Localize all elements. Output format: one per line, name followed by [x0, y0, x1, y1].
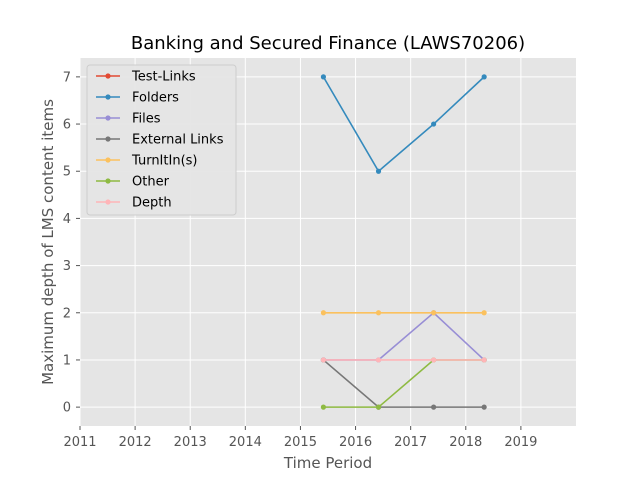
legend-label: External Links	[132, 133, 224, 148]
legend-item: Other	[96, 175, 170, 190]
x-axis-ticks: 2011 2012 2013 2014 2015 2016 2017 2018 2019	[63, 426, 537, 450]
y-tick-label: 7	[63, 70, 71, 85]
legend-item: Files	[96, 112, 161, 127]
x-tick-label: 2011	[63, 435, 96, 450]
series-layer	[320, 74, 487, 410]
y-tick-label: 5	[63, 165, 71, 180]
data-point	[431, 404, 437, 410]
data-point	[431, 310, 437, 316]
data-point	[481, 357, 487, 363]
legend-marker	[105, 73, 111, 79]
x-tick-label: 2015	[284, 435, 317, 450]
legend-label: Depth	[132, 196, 172, 211]
data-point	[320, 357, 327, 363]
legend-label: Test-Links	[131, 70, 196, 85]
y-tick-label: 3	[63, 259, 71, 274]
x-tick-label: 2016	[339, 435, 372, 450]
series-turnitin-s-	[320, 310, 487, 316]
data-point	[375, 310, 382, 316]
y-axis-ticks: 0 1 2 3 4 5 6 7	[63, 70, 80, 416]
x-tick-label: 2014	[229, 435, 262, 450]
x-tick-label: 2018	[449, 435, 482, 450]
legend-marker	[105, 115, 111, 121]
legend-marker	[105, 157, 111, 163]
legend-label: Folders	[132, 91, 179, 106]
legend-label: Files	[132, 112, 161, 127]
chart-title: Banking and Secured Finance (LAWS70206)	[131, 33, 525, 54]
data-point	[481, 310, 487, 316]
data-point	[431, 357, 437, 363]
x-axis-label: Time Period	[283, 454, 372, 472]
series-folders	[320, 74, 487, 174]
legend-marker	[105, 136, 111, 142]
legend-label: TurnItIn(s)	[131, 154, 197, 169]
legend-item: Test-Links	[96, 70, 196, 85]
legend-box	[86, 64, 237, 216]
legend-item: TurnItIn(s)	[96, 154, 197, 169]
y-tick-label: 4	[63, 212, 71, 227]
data-point	[375, 357, 382, 363]
x-tick-label: 2012	[119, 435, 152, 450]
x-tick-label: 2019	[504, 435, 537, 450]
y-tick-label: 2	[63, 306, 71, 321]
data-point	[320, 74, 327, 80]
legend-marker	[105, 94, 111, 100]
x-tick-label: 2013	[174, 435, 207, 450]
legend: Test-Links Folders Files External Links Turn…	[86, 64, 237, 216]
data-point	[375, 168, 382, 174]
data-point	[481, 74, 487, 80]
legend-label: Other	[132, 175, 170, 190]
data-point	[431, 121, 437, 127]
legend-item: Folders	[96, 91, 179, 106]
data-point	[375, 404, 382, 410]
data-point	[320, 310, 327, 316]
legend-marker	[105, 178, 111, 184]
series-line	[322, 76, 485, 173]
series-line	[322, 359, 485, 408]
data-point	[320, 404, 327, 410]
y-axis-label: Maximum depth of LMS content items	[39, 99, 57, 385]
data-point	[481, 404, 487, 410]
y-tick-label: 6	[63, 118, 71, 133]
y-tick-label: 0	[63, 401, 71, 416]
legend-item: External Links	[96, 133, 224, 148]
x-tick-label: 2017	[394, 435, 427, 450]
series-depth	[320, 357, 487, 363]
legend-item: Depth	[96, 196, 172, 211]
y-tick-label: 1	[63, 353, 71, 368]
legend-marker	[105, 199, 111, 205]
